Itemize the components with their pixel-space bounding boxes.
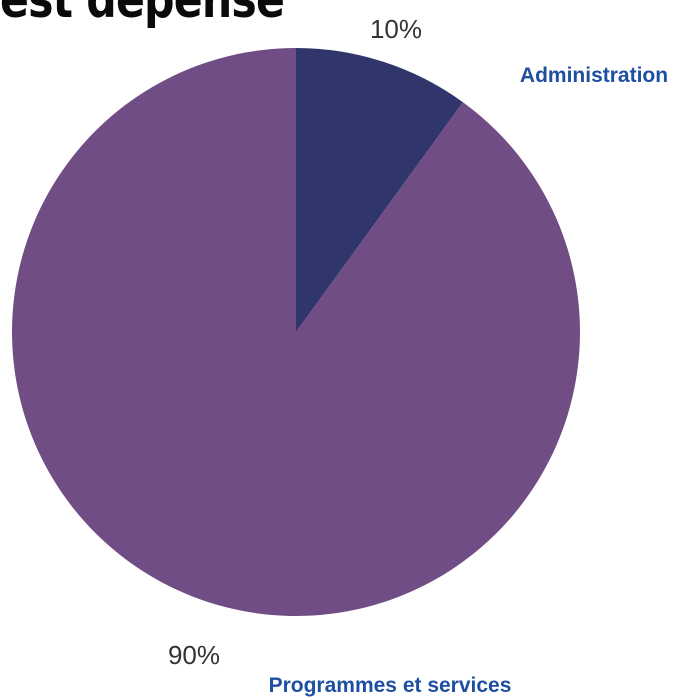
slice-category-label-administration: Administration (520, 64, 668, 87)
slice-value-label-programmes: 90% (168, 640, 220, 670)
pie-slice-programmes-et-services (11, 48, 580, 617)
chart-title-fragment: est dépensé (0, 0, 285, 30)
slice-value-label-administration: 10% (370, 14, 422, 44)
pie-slice-administration (296, 48, 463, 332)
slice-category-label-programmes: Programmes et services (269, 674, 512, 697)
pie-slices (11, 48, 580, 617)
